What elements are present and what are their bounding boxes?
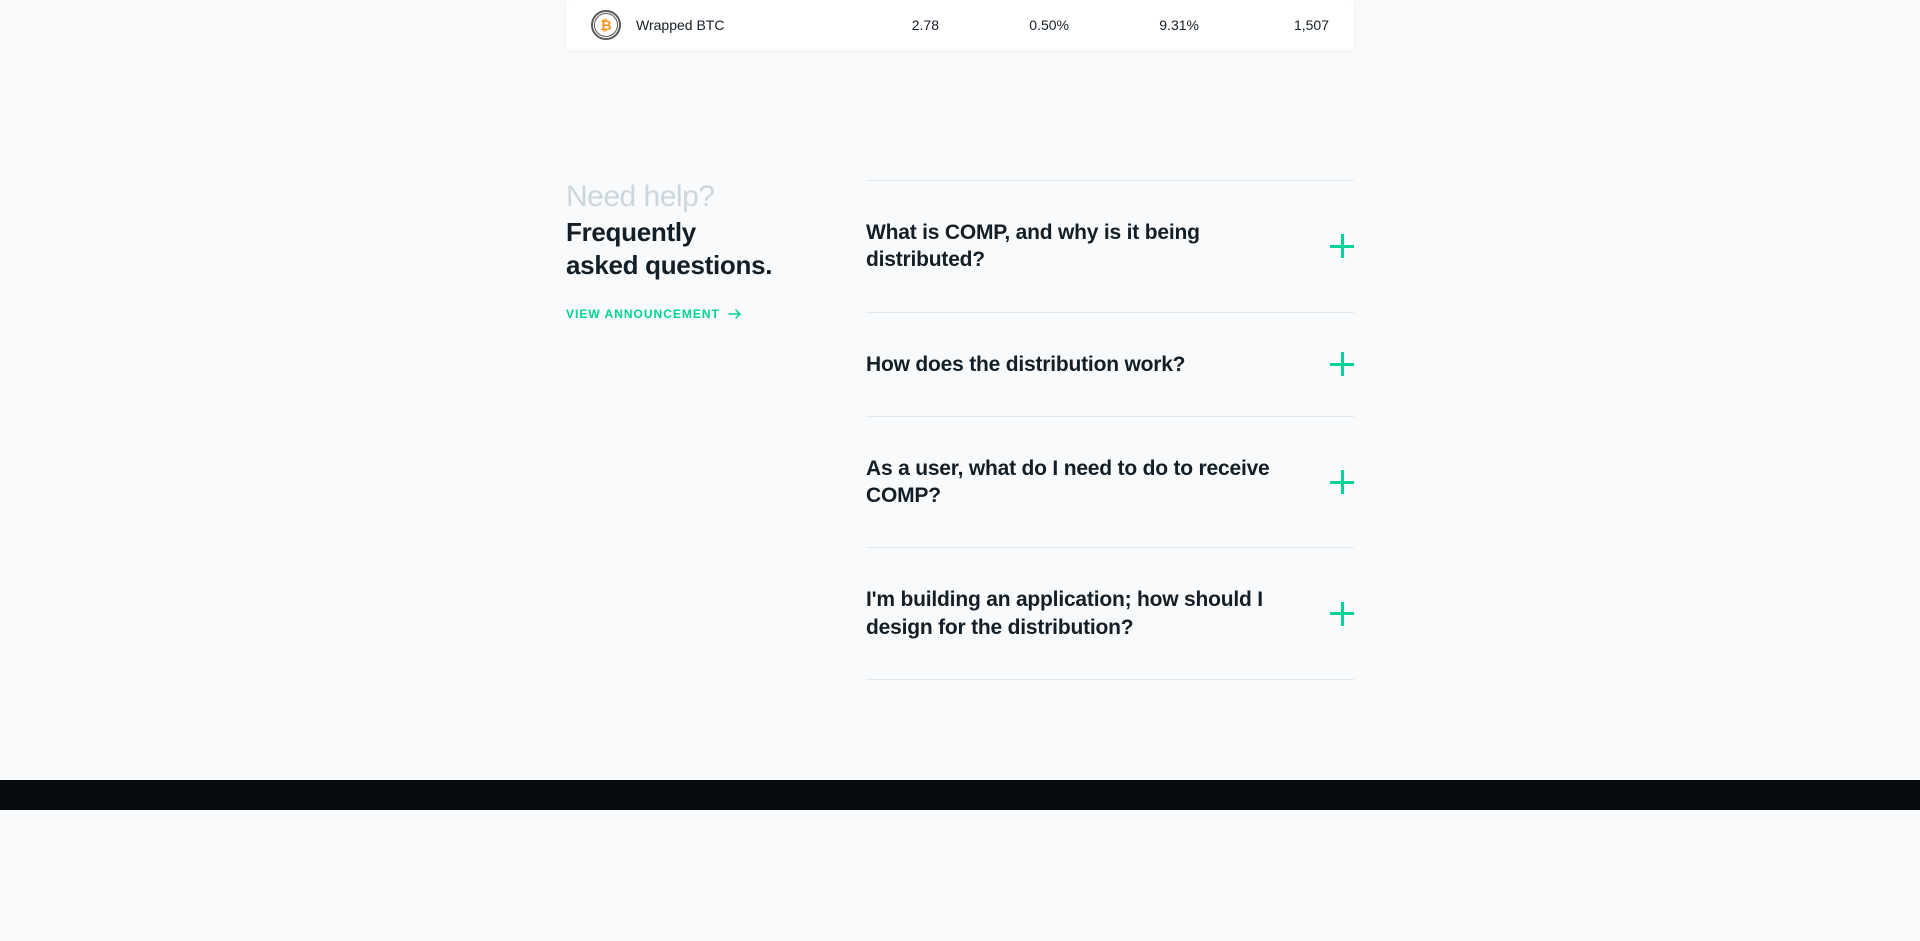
- faq-question: What is COMP, and why is it being distri…: [866, 219, 1300, 274]
- faq-item[interactable]: I'm building an application; how should …: [866, 547, 1354, 680]
- faq-question: As a user, what do I need to do to recei…: [866, 455, 1300, 510]
- plus-icon: [1330, 234, 1354, 258]
- footer: [0, 780, 1920, 810]
- coin-glyph: ₿: [600, 17, 611, 33]
- table-cell-value-4: 1,507: [1199, 17, 1329, 33]
- plus-icon: [1330, 602, 1354, 626]
- table-cell-value-3: 9.31%: [1069, 17, 1199, 33]
- faq-section: Need help? Frequently asked questions. V…: [566, 180, 1354, 680]
- table-row[interactable]: ₿ Wrapped BTC 2.78 0.50% 9.31% 1,507: [566, 0, 1354, 50]
- faq-question: I'm building an application; how should …: [866, 586, 1300, 641]
- faq-title: Frequently asked questions.: [566, 216, 806, 281]
- wrapped-btc-icon: ₿: [591, 10, 621, 40]
- table-cell-value-1: 2.78: [809, 17, 939, 33]
- markets-table: ₿ Wrapped BTC 2.78 0.50% 9.31% 1,507: [566, 0, 1354, 50]
- table-cell-value-2: 0.50%: [939, 17, 1069, 33]
- faq-title-line-1: Frequently: [566, 217, 696, 247]
- faq-header: Need help? Frequently asked questions. V…: [566, 180, 806, 680]
- faq-list: What is COMP, and why is it being distri…: [866, 180, 1354, 680]
- view-announcement-link[interactable]: VIEW ANNOUNCEMENT: [566, 307, 742, 321]
- faq-item[interactable]: What is COMP, and why is it being distri…: [866, 180, 1354, 312]
- market-cell: ₿ Wrapped BTC: [591, 10, 809, 40]
- faq-question: How does the distribution work?: [866, 351, 1185, 378]
- market-name: Wrapped BTC: [636, 17, 724, 33]
- faq-item[interactable]: How does the distribution work?: [866, 312, 1354, 416]
- faq-title-line-2: asked questions.: [566, 250, 772, 280]
- arrow-right-icon: [728, 309, 742, 319]
- faq-subtitle: Need help?: [566, 180, 806, 214]
- plus-icon: [1330, 470, 1354, 494]
- faq-item[interactable]: As a user, what do I need to do to recei…: [866, 416, 1354, 548]
- plus-icon: [1330, 352, 1354, 376]
- view-announcement-label: VIEW ANNOUNCEMENT: [566, 307, 720, 321]
